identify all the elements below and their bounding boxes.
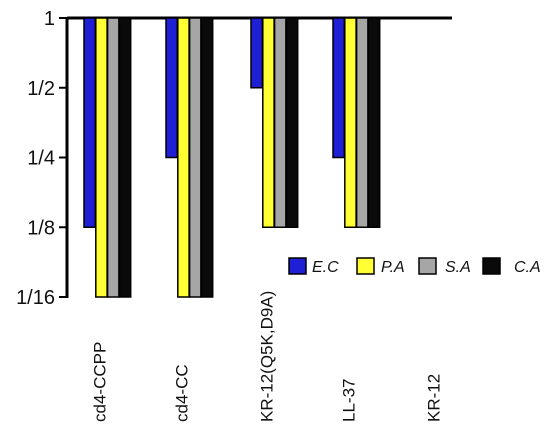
bar-pa — [95, 17, 108, 298]
legend-swatch — [482, 257, 501, 275]
bar-pa — [262, 17, 275, 228]
legend-label: S.A — [445, 259, 471, 276]
category-label: KR-12 — [425, 374, 444, 422]
bar-ca — [118, 17, 132, 298]
bar-ec — [165, 17, 179, 159]
y-tick-label: 1/2 — [27, 78, 55, 100]
bar-ec — [332, 17, 346, 159]
legend-swatch — [356, 257, 375, 275]
legend-swatch — [418, 257, 437, 275]
category-label: cd4-CC — [173, 364, 192, 422]
bar-sa — [355, 17, 369, 228]
legend-label: E.C — [312, 259, 339, 276]
y-tick-label: 1/16 — [16, 287, 55, 309]
bar-ca — [285, 17, 299, 228]
bar-pa — [344, 17, 357, 228]
y-tick-label: 1/4 — [27, 148, 55, 170]
y-tick-label: 1/8 — [27, 217, 55, 239]
bar-ca — [367, 17, 381, 228]
legend-label: C.A — [514, 259, 541, 276]
legend-swatch — [288, 257, 307, 275]
y-tick-label: 1 — [44, 8, 55, 30]
bar-ca — [200, 17, 214, 298]
bar-sa — [188, 17, 202, 298]
bar-pa — [177, 17, 190, 298]
category-label: LL-37 — [340, 379, 359, 422]
bar-ec — [83, 17, 97, 228]
category-label: cd4-CCPP — [91, 342, 110, 422]
legend-label: P.A — [381, 259, 405, 276]
bar-sa — [273, 17, 287, 228]
bar-ec — [250, 17, 264, 89]
bar-sa — [106, 17, 120, 298]
category-label: KR-12(Q5K,D9A) — [258, 291, 277, 422]
